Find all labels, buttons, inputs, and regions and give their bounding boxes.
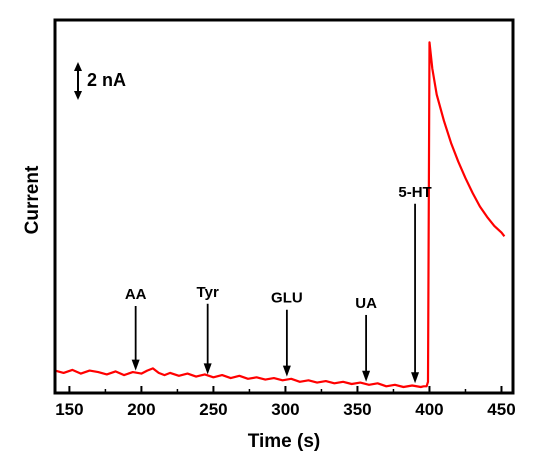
arrow-down-icon bbox=[203, 363, 212, 375]
annotation-label: 5-HT bbox=[398, 184, 431, 201]
annotation-glu: GLU bbox=[271, 290, 303, 377]
annotation-5-ht: 5-HT bbox=[398, 184, 432, 384]
scale-bar-label: 2 nA bbox=[87, 70, 126, 90]
arrow-down-icon bbox=[362, 370, 371, 382]
x-axis-ticks: 150 200 250 300 350 400 450 bbox=[55, 386, 516, 419]
x-axis-label: Time (s) bbox=[248, 431, 321, 452]
x-tick-label: 350 bbox=[343, 400, 371, 419]
arrow-down-icon bbox=[411, 372, 420, 384]
annotation-aa: AA bbox=[125, 286, 147, 371]
scale-bar-arrow-down-icon bbox=[74, 91, 82, 100]
x-tick-label: 150 bbox=[55, 400, 83, 419]
plot-content bbox=[54, 41, 506, 389]
y-axis-label: Current bbox=[22, 165, 43, 234]
x-tick-label: 400 bbox=[415, 400, 443, 419]
x-tick-label: 250 bbox=[199, 400, 227, 419]
annotation-label: AA bbox=[125, 286, 147, 303]
x-tick-label: 450 bbox=[487, 400, 515, 419]
x-tick-label: 300 bbox=[271, 400, 299, 419]
annotation-label: GLU bbox=[271, 290, 303, 307]
annotation-ua: UA bbox=[355, 295, 377, 382]
x-tick-label: 200 bbox=[127, 400, 155, 419]
annotation-tyr: Tyr bbox=[197, 284, 219, 375]
arrow-down-icon bbox=[131, 359, 140, 371]
data-line-0 bbox=[54, 41, 506, 389]
annotations: AA Tyr GLU UA 5-HT bbox=[125, 184, 432, 384]
arrow-down-icon bbox=[282, 365, 291, 377]
plot-frame bbox=[53, 18, 515, 395]
scale-bar-arrow-up-icon bbox=[74, 62, 82, 71]
annotation-label: UA bbox=[355, 295, 377, 312]
scale-bar: 2 nA bbox=[74, 62, 126, 100]
annotation-label: Tyr bbox=[197, 284, 219, 301]
